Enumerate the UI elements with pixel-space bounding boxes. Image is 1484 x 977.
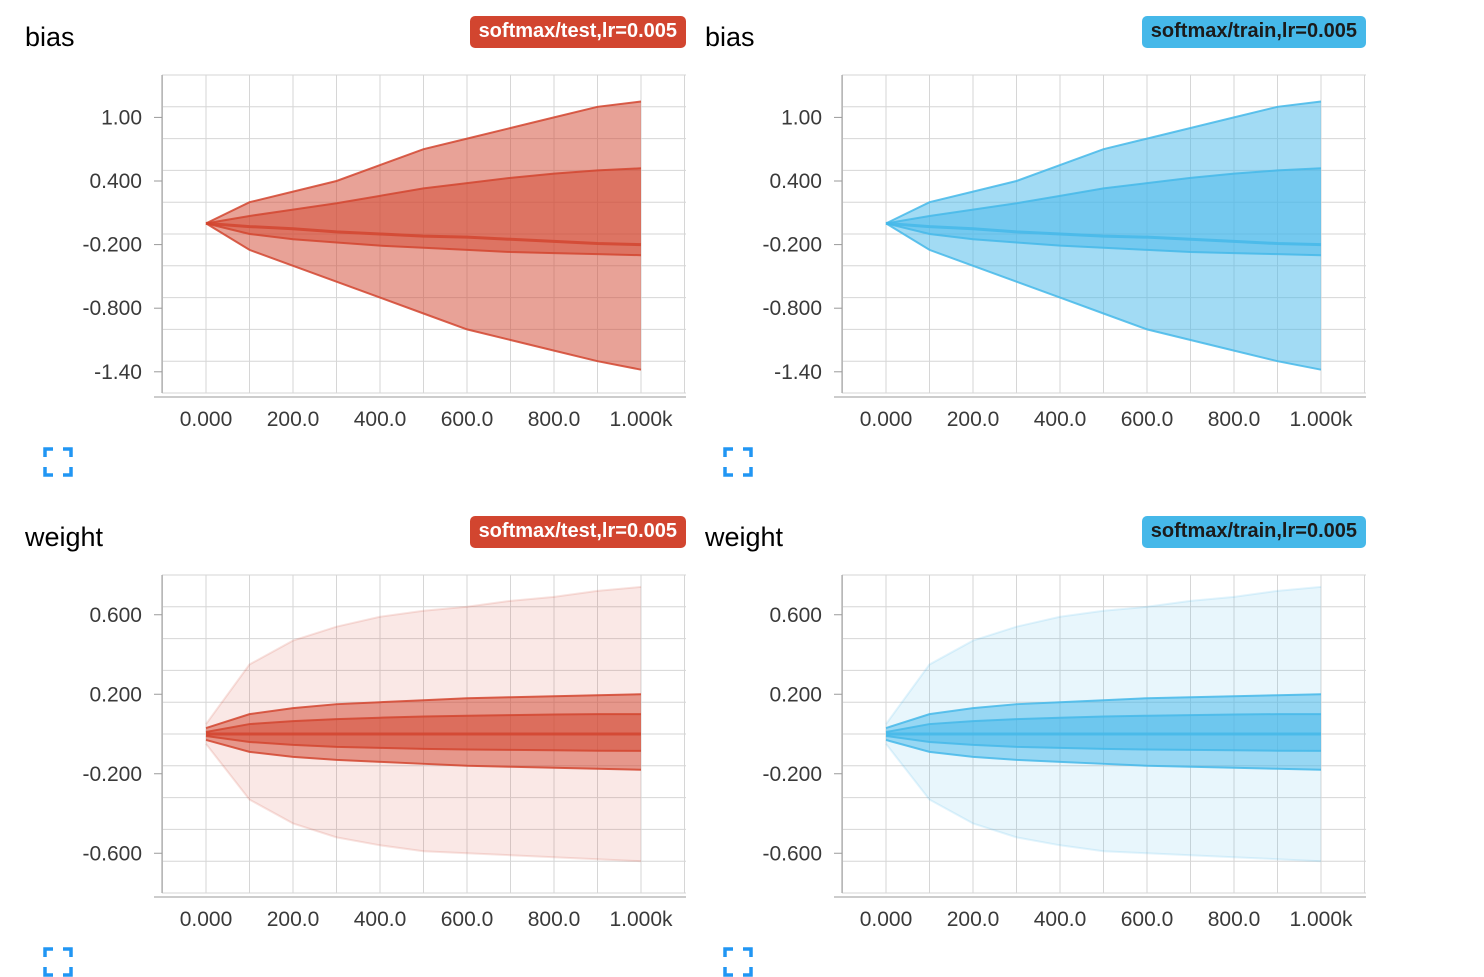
series-line [205, 167, 642, 225]
y-tick-label: 1.00 [101, 106, 142, 129]
y-tick-label: -0.200 [82, 234, 142, 257]
x-tick-label: 0.000 [860, 408, 913, 431]
expand-icon[interactable] [43, 447, 73, 477]
series-line [205, 222, 642, 257]
x-tick-label: 600.0 [441, 908, 494, 931]
series-line [205, 734, 642, 752]
y-tick-label: -0.800 [82, 297, 142, 320]
run-badge: softmax/train,lr=0.005 [1141, 16, 1366, 48]
x-tick-label: 200.0 [267, 408, 320, 431]
series-line [885, 738, 1322, 771]
series-line [885, 100, 1322, 225]
y-tick-label: -0.800 [762, 297, 822, 320]
y-tick-label: -1.40 [94, 361, 142, 384]
series-line [205, 585, 642, 725]
chart-title: weight [25, 522, 104, 552]
y-tick-label: 0.600 [89, 604, 142, 627]
chart-card-weight-train: weight softmax/train,lr=0.005 0.600 0.200… [680, 500, 1366, 977]
y-tick-label: 0.200 [89, 683, 142, 706]
series-line [885, 734, 1322, 752]
y-tick-label: 0.400 [769, 170, 822, 193]
x-axis: 0.000 200.0 400.0 600.0 800.0 1.000k [860, 408, 1353, 431]
y-axis: 0.600 0.200 -0.200 -0.600 [762, 604, 842, 865]
y-tick-label: 0.600 [769, 604, 822, 627]
histogram-chart: 0.600 0.200 -0.200 -0.600 0.000 200.0 400.0 600… [762, 574, 1366, 931]
histogram-chart: 0.600 0.200 -0.200 -0.600 0.000 200.0 400.0 600… [82, 574, 686, 931]
y-axis: 1.00 0.400 -0.200 -0.800 -1.40 [82, 106, 162, 384]
series-line [885, 693, 1322, 729]
y-tick-label: 0.400 [89, 170, 142, 193]
x-tick-label: 1.000k [609, 908, 673, 931]
x-tick-label: 800.0 [1208, 408, 1261, 431]
run-badge: softmax/test,lr=0.005 [469, 516, 686, 548]
y-tick-label: -0.600 [82, 842, 142, 865]
series-line [885, 743, 1322, 863]
x-tick-label: 400.0 [1034, 908, 1087, 931]
y-tick-label: -0.200 [82, 763, 142, 786]
x-tick-label: 400.0 [354, 908, 407, 931]
histogram-chart: 1.00 0.400 -0.200 -0.800 -1.40 0.000 200.0 400.… [762, 74, 1366, 431]
x-tick-label: 800.0 [528, 408, 581, 431]
x-tick-label: 200.0 [947, 408, 1000, 431]
series-line [205, 738, 642, 771]
chart-title: bias [25, 22, 75, 52]
series-line [885, 167, 1322, 225]
x-tick-label: 0.000 [180, 908, 233, 931]
y-tick-label: -0.200 [762, 763, 822, 786]
series-line [885, 585, 1322, 725]
x-tick-label: 1.000k [1289, 908, 1353, 931]
series-line [205, 221, 642, 247]
y-tick-label: -0.600 [762, 842, 822, 865]
y-tick-label: -1.40 [774, 361, 822, 384]
x-tick-label: 800.0 [1208, 908, 1261, 931]
run-badge: softmax/train,lr=0.005 [1141, 516, 1366, 548]
x-tick-label: 400.0 [354, 408, 407, 431]
series-line [885, 221, 1322, 247]
series-line [205, 693, 642, 729]
y-axis: 1.00 0.400 -0.200 -0.800 -1.40 [762, 106, 842, 384]
run-badge: softmax/test,lr=0.005 [469, 16, 686, 48]
x-axis: 0.000 200.0 400.0 600.0 800.0 1.000k [180, 408, 673, 431]
x-tick-label: 800.0 [528, 908, 581, 931]
y-tick-label: 0.200 [769, 683, 822, 706]
y-axis: 0.600 0.200 -0.200 -0.600 [82, 604, 162, 865]
chart-card-bias-test: bias softmax/test,lr=0.005 1.00 0.400 -0.2… [0, 0, 686, 477]
x-axis: 0.000 200.0 400.0 600.0 800.0 1.000k [860, 908, 1353, 931]
series-line [885, 222, 1322, 257]
x-tick-label: 600.0 [1121, 408, 1174, 431]
expand-icon[interactable] [723, 447, 753, 477]
expand-icon[interactable] [43, 947, 73, 977]
x-tick-label: 600.0 [1121, 908, 1174, 931]
x-tick-label: 600.0 [441, 408, 494, 431]
series-line [205, 100, 642, 225]
y-tick-label: 1.00 [781, 106, 822, 129]
series-line [885, 713, 1321, 733]
chart-card-bias-train: bias softmax/train,lr=0.005 1.00 0.400 -0.… [680, 0, 1366, 477]
series-line [205, 222, 642, 371]
chart-card-weight-test: weight softmax/test,lr=0.005 0.600 0.200 -… [0, 500, 686, 977]
x-tick-label: 200.0 [947, 908, 1000, 931]
series-line [885, 222, 1322, 371]
series-line [205, 713, 641, 733]
x-tick-label: 0.000 [180, 408, 233, 431]
x-tick-label: 0.000 [860, 908, 913, 931]
distribution-band [206, 168, 641, 256]
chart-title: bias [705, 22, 755, 52]
x-tick-label: 1.000k [1289, 408, 1353, 431]
x-tick-label: 400.0 [1034, 408, 1087, 431]
x-axis: 0.000 200.0 400.0 600.0 800.0 1.000k [180, 908, 673, 931]
expand-icon[interactable] [723, 947, 753, 977]
histogram-chart: 1.00 0.400 -0.200 -0.800 -1.40 0.000 200.0 400.… [82, 74, 686, 431]
x-tick-label: 1.000k [609, 408, 673, 431]
x-tick-label: 200.0 [267, 908, 320, 931]
series-line [205, 743, 642, 863]
distribution-band [886, 168, 1321, 256]
chart-title: weight [705, 522, 784, 552]
y-tick-label: -0.200 [762, 234, 822, 257]
